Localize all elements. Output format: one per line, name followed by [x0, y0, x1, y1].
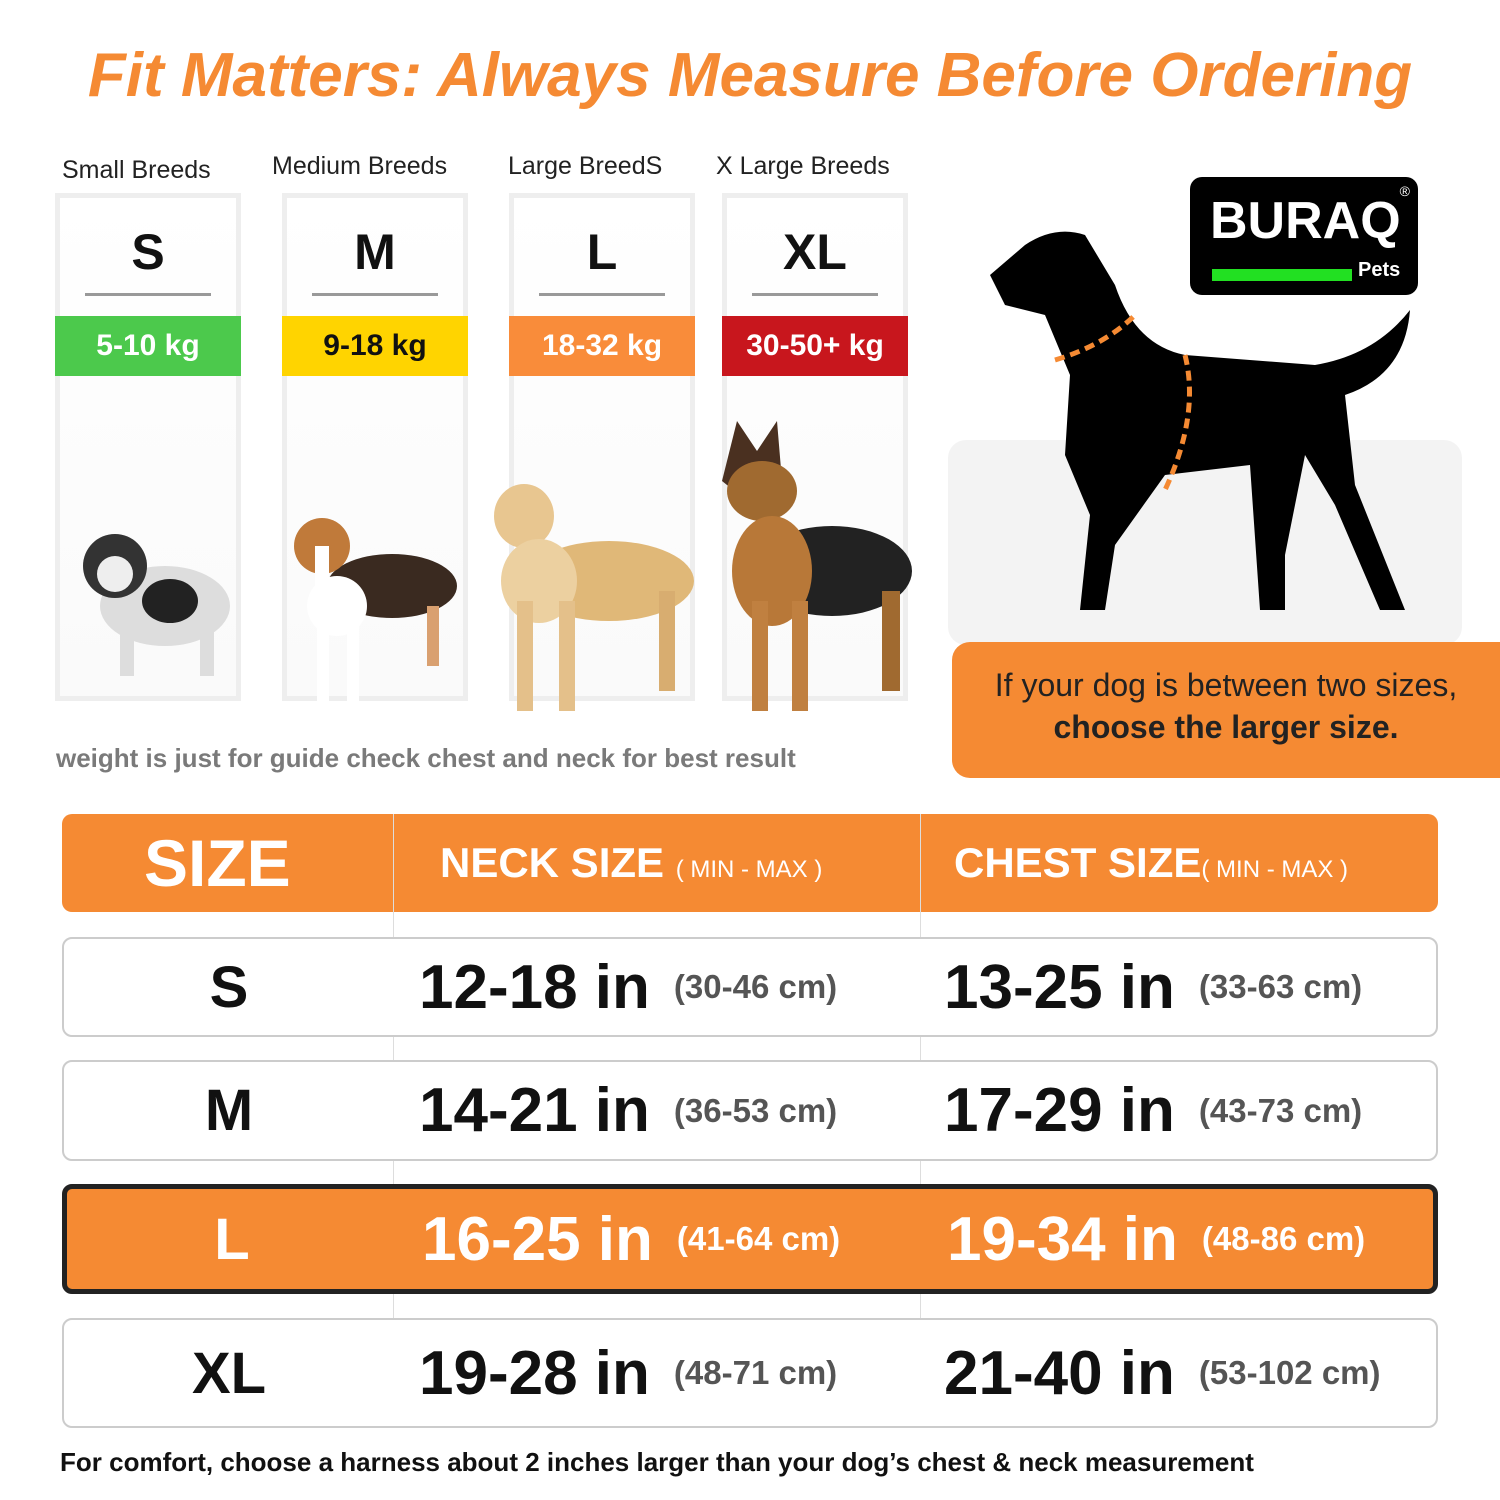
breed-label-xlarge: X Large Breeds	[716, 152, 890, 180]
chest-cell: 13-25 in (33-63 cm)	[944, 939, 1362, 1035]
weight-band: 30-50+ kg	[722, 316, 908, 376]
table-header: SIZE NECK SIZE ( MIN - MAX ) CHEST SIZE(…	[62, 814, 1438, 912]
header-neck: NECK SIZE ( MIN - MAX )	[440, 814, 822, 912]
chest-cm: (43-73 cm)	[1198, 1091, 1363, 1129]
chest-cm: (53-102 cm)	[1198, 1354, 1381, 1391]
large-dog-image	[494, 484, 694, 711]
neck-cm: (48-71 cm)	[673, 1354, 838, 1391]
weight-band: 5-10 kg	[55, 316, 241, 376]
header-chest-sub: ( MIN - MAX )	[1201, 856, 1349, 883]
weight-band: 9-18 kg	[282, 316, 468, 376]
dog-silhouette-measurement-icon	[990, 231, 1410, 610]
size-letter: XL	[783, 224, 847, 280]
neck-inches: 12-18 in	[419, 952, 650, 1022]
neck-inches: 19-28 in	[419, 1338, 650, 1408]
neck-cell: 19-28 in (48-71 cm)	[419, 1320, 837, 1426]
xlarge-dog-image	[722, 421, 912, 711]
footer-note: For comfort, choose a harness about 2 in…	[60, 1447, 1254, 1477]
table-row: M 14-21 in (36-53 cm) 17-29 in (43-73 cm)	[62, 1060, 1438, 1161]
page-title: Fit Matters: Always Measure Before Order…	[87, 41, 1413, 110]
chest-cell: 21-40 in (53-102 cm)	[944, 1320, 1381, 1426]
neck-cm: (30-46 cm)	[673, 968, 838, 1005]
weight-band: 18-32 kg	[509, 316, 695, 376]
neck-cell: 16-25 in (41-64 cm)	[422, 1189, 840, 1289]
header-chest: CHEST SIZE( MIN - MAX )	[954, 814, 1348, 912]
header-chest-label: CHEST SIZE	[954, 839, 1202, 886]
row-size: XL	[191, 1340, 267, 1406]
medium-dog-image	[294, 518, 457, 706]
logo-bar	[1212, 269, 1352, 281]
table-row: L 16-25 in (41-64 cm) 19-34 in (48-86 cm)	[62, 1184, 1438, 1294]
neck-inches: 16-25 in	[422, 1204, 653, 1274]
divider	[312, 293, 438, 296]
neck-cell: 14-21 in (36-53 cm)	[419, 1062, 837, 1159]
header-neck-label: NECK SIZE	[440, 839, 665, 886]
chest-inches: 13-25 in	[944, 952, 1175, 1022]
chest-cell: 19-34 in (48-86 cm)	[947, 1189, 1365, 1289]
table-row: S 12-18 in (30-46 cm) 13-25 in (33-63 cm)	[62, 937, 1438, 1037]
size-card-l: L 18-32 kg	[494, 193, 695, 711]
brand-logo: BURAQ ® Pets	[1190, 177, 1418, 295]
logo-sub: Pets	[1358, 259, 1401, 281]
divider	[85, 293, 211, 296]
tip-text: If your dog is between two sizes,	[994, 667, 1458, 703]
logo-registered-mark: ®	[1399, 183, 1410, 199]
small-dog-image	[83, 534, 230, 676]
divider	[539, 293, 665, 296]
chest-inches: 21-40 in	[944, 1338, 1175, 1408]
header-size: SIZE	[144, 826, 291, 900]
tip-bold: choose the larger size.	[1053, 709, 1399, 745]
row-size: M	[204, 1078, 254, 1143]
weight-note: weight is just for guide check chest and…	[56, 743, 796, 773]
breed-label-medium: Medium Breeds	[272, 152, 448, 180]
chest-cm: (48-86 cm)	[1201, 1220, 1366, 1257]
row-size: L	[214, 1206, 250, 1272]
neck-cm: (36-53 cm)	[673, 1091, 838, 1129]
header-neck-sub: ( MIN - MAX )	[675, 856, 823, 883]
size-tip: If your dog is between two sizes, choose…	[952, 642, 1500, 778]
size-card-s: S 5-10 kg	[55, 193, 241, 701]
neck-cm: (41-64 cm)	[676, 1220, 841, 1257]
size-letter: M	[354, 224, 396, 280]
size-letter: S	[131, 224, 165, 280]
chest-inches: 17-29 in	[944, 1076, 1175, 1145]
size-card-xl: XL 30-50+ kg	[722, 193, 912, 711]
table-row: XL 19-28 in (48-71 cm) 21-40 in (53-102 cm…	[62, 1318, 1438, 1428]
breed-label-large: Large BreedS	[508, 152, 663, 180]
chest-inches: 19-34 in	[947, 1204, 1178, 1274]
neck-cell: 12-18 in (30-46 cm)	[419, 939, 837, 1035]
divider	[752, 293, 878, 296]
logo-brand: BURAQ	[1210, 192, 1401, 250]
neck-inches: 14-21 in	[419, 1076, 650, 1145]
size-letter: L	[586, 224, 618, 280]
breed-label-small: Small Breeds	[62, 156, 211, 184]
chest-cm: (33-63 cm)	[1198, 968, 1363, 1005]
chest-cell: 17-29 in (43-73 cm)	[944, 1062, 1362, 1159]
row-size: S	[209, 954, 249, 1020]
size-card-m: M 9-18 kg	[282, 193, 468, 706]
